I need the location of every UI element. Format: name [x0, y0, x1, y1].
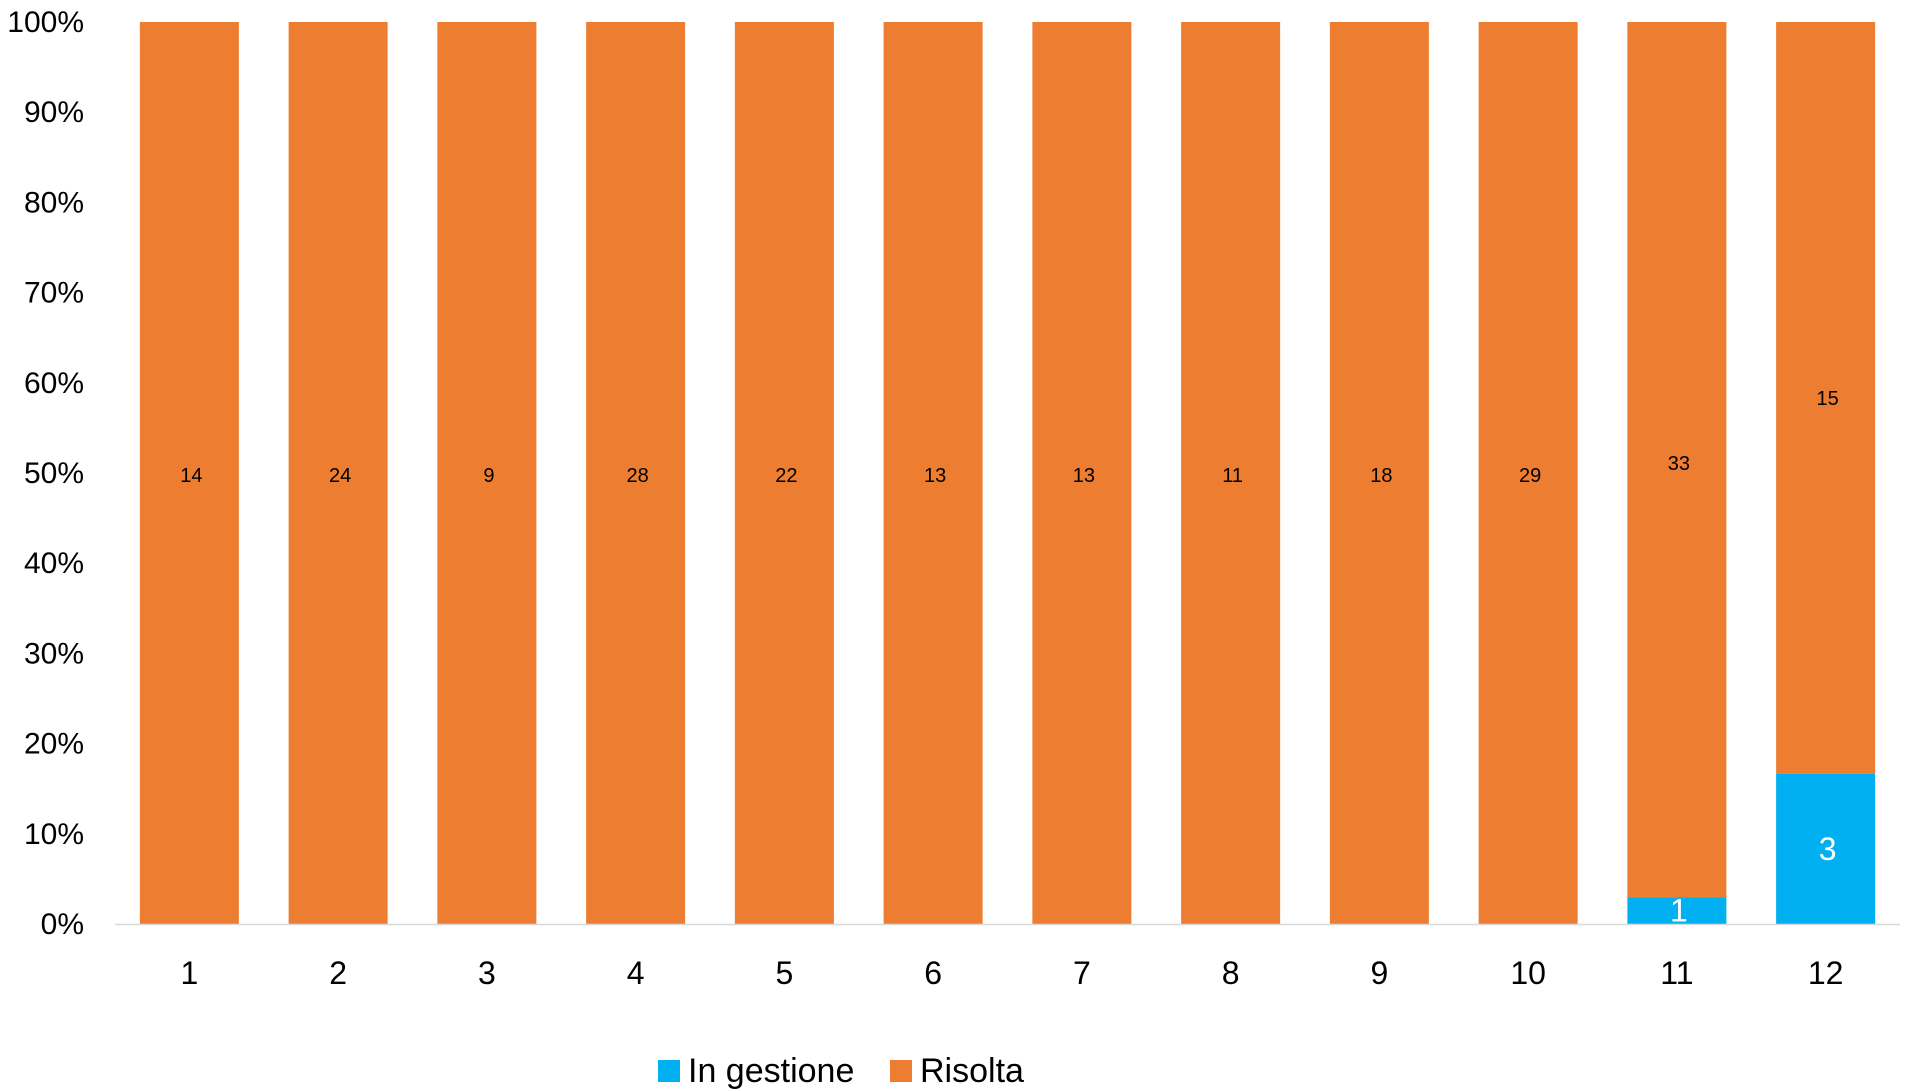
legend-swatch [890, 1060, 912, 1082]
bar-segment [883, 22, 983, 924]
data-label: 9 [483, 465, 494, 487]
x-tick-label: 9 [1370, 955, 1388, 991]
x-tick-label: 4 [627, 955, 645, 991]
data-label: 14 [180, 465, 202, 487]
y-tick-label: 30% [24, 637, 84, 670]
x-tick-label: 12 [1808, 955, 1844, 991]
y-tick-label: 60% [24, 367, 84, 400]
legend-swatch [658, 1060, 680, 1082]
bar-segment [1329, 22, 1429, 924]
y-tick-label: 0% [41, 908, 84, 941]
y-tick-label: 90% [24, 96, 84, 129]
bar-segment [437, 22, 537, 924]
y-tick-label: 80% [24, 186, 84, 219]
bar-segment [1627, 22, 1727, 898]
legend-label: In gestione [688, 1052, 854, 1090]
bar-segment [1776, 22, 1876, 774]
bar-segment [288, 22, 388, 924]
bar-segment [586, 22, 686, 924]
data-label: 33 [1668, 453, 1690, 475]
bar-segment [734, 22, 834, 924]
x-tick-label: 8 [1222, 955, 1240, 991]
bar-segment [1776, 773, 1876, 924]
y-tick-label: 20% [24, 728, 84, 761]
legend-label: Risolta [920, 1052, 1024, 1090]
bar-segment [139, 22, 239, 924]
data-label: 29 [1519, 465, 1541, 487]
bar-segment [1032, 22, 1132, 924]
bar-segment [1181, 22, 1281, 924]
data-label: 11 [1222, 465, 1243, 487]
bar-segment [1478, 22, 1578, 924]
data-label: 22 [775, 465, 797, 487]
y-tick-label: 50% [24, 457, 84, 490]
x-tick-label: 6 [924, 955, 942, 991]
data-label: 13 [924, 465, 946, 487]
data-label: 28 [627, 465, 649, 487]
x-tick-label: 1 [180, 955, 198, 991]
x-axis-tick-labels: 1 2 3 4 5 6 7 8 9 10 11 12 [180, 955, 1843, 991]
x-tick-label: 3 [478, 955, 496, 991]
x-tick-label: 11 [1660, 955, 1693, 991]
legend: In gestione Risolta [658, 1052, 1024, 1090]
y-tick-label: 70% [24, 277, 84, 310]
y-tick-label: 40% [24, 547, 84, 580]
y-axis-tick-labels: 0% 10% 20% 30% 40% 50% 60% 70% 80% 90% 100% [7, 6, 84, 941]
data-label: 18 [1370, 465, 1392, 487]
data-label: 24 [329, 465, 351, 487]
y-tick-label: 100% [7, 6, 84, 39]
data-label: 1 [1670, 893, 1688, 929]
y-tick-label: 10% [24, 818, 84, 851]
x-tick-label: 7 [1073, 955, 1091, 991]
data-label: 15 [1817, 388, 1839, 410]
bar-segment [1627, 897, 1727, 924]
x-tick-label: 10 [1510, 955, 1546, 991]
data-label: 13 [1073, 465, 1095, 487]
x-tick-label: 2 [329, 955, 347, 991]
x-tick-label: 5 [775, 955, 793, 991]
data-label: 3 [1819, 831, 1837, 867]
